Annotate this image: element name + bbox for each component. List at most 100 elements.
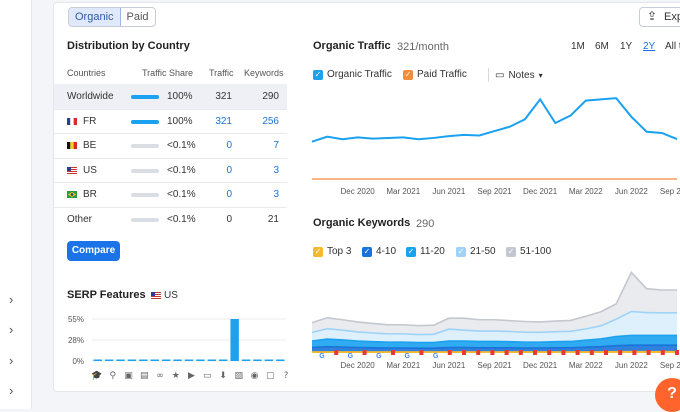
share-bar xyxy=(131,193,159,197)
traffic-value[interactable]: 321 xyxy=(215,116,232,127)
google-update-icon: G xyxy=(433,353,439,360)
x-tick-label: Sep 2021 xyxy=(477,187,512,196)
serp-bar xyxy=(139,360,147,362)
range-1y[interactable]: 1Y xyxy=(620,41,632,52)
chevron-right-icon[interactable]: › xyxy=(9,385,21,397)
flag-marker-icon xyxy=(604,350,608,355)
help-button[interactable]: ? xyxy=(655,378,680,412)
graduation-icon: 🎓 xyxy=(91,370,102,381)
legend-4-10[interactable]: ✓4-10 xyxy=(362,246,396,257)
flag-marker-icon xyxy=(462,350,466,355)
flag-marker-icon xyxy=(448,350,452,355)
series-line-organic xyxy=(312,98,677,142)
serp-features-title: SERP Features xyxy=(67,289,146,301)
range-all-t[interactable]: All t xyxy=(665,41,680,52)
traffic-share: <0.1% xyxy=(167,165,196,176)
traffic-value: 0 xyxy=(226,214,232,225)
traffic-share: <0.1% xyxy=(167,189,196,200)
flag-marker-icon xyxy=(675,350,679,355)
legend-label: 4-10 xyxy=(376,246,396,257)
keywords-value[interactable]: 3 xyxy=(273,189,279,200)
country-name: US xyxy=(83,165,97,176)
traffic-share: 100% xyxy=(167,116,193,127)
range-2y[interactable]: 2Y xyxy=(643,41,655,52)
organic-tab[interactable]: Organic xyxy=(69,8,121,26)
header-traffic-share: Traffic Share xyxy=(142,68,193,78)
serp-bar xyxy=(185,360,193,362)
row-divider xyxy=(54,182,287,183)
serp-bar xyxy=(173,360,181,362)
traffic-value[interactable]: 0 xyxy=(226,189,232,200)
export-label: Expo xyxy=(664,11,680,23)
br-flag-icon xyxy=(67,191,77,198)
keywords-value: 21 xyxy=(268,214,279,225)
overview-card: Organic Paid ⇪ Expo Distribution by Coun… xyxy=(53,2,680,392)
country-name: FR xyxy=(83,116,96,127)
export-icon: ⇪ xyxy=(647,9,657,23)
serp-bar xyxy=(230,319,238,361)
share-bar-fill xyxy=(131,95,159,99)
google-update-icon: G xyxy=(404,353,410,360)
legend-top-3[interactable]: ✓Top 3 xyxy=(313,246,351,257)
export-button[interactable]: ⇪ Expo xyxy=(639,7,680,27)
serp-bar xyxy=(265,360,273,362)
organic-traffic-value: 321/month xyxy=(397,41,449,53)
compare-button[interactable]: Compare xyxy=(67,241,120,261)
organic-keywords-title: Organic Keywords xyxy=(313,217,410,229)
flag-marker-icon xyxy=(519,350,523,355)
chevron-right-icon[interactable]: › xyxy=(9,294,21,306)
legend-51-100[interactable]: ✓ 51-100 xyxy=(506,246,551,257)
x-tick-label: Dec 2021 xyxy=(523,187,558,196)
flag-marker-icon xyxy=(561,350,565,355)
legend-21-50[interactable]: ✓21-50 xyxy=(456,246,496,257)
legend-organic-traffic[interactable]: ✓ Organic Traffic xyxy=(313,69,392,80)
checkbox-icon: ✓ xyxy=(403,70,413,80)
serp-bar xyxy=(128,360,136,362)
row-divider xyxy=(54,133,287,134)
y-tick-label: 0% xyxy=(72,357,84,366)
keywords-value[interactable]: 7 xyxy=(273,140,279,151)
legend-label: 11-20 xyxy=(420,246,445,257)
serp-bar xyxy=(105,360,113,362)
chat-icon: ▢ xyxy=(266,371,275,381)
serp-bar xyxy=(219,360,227,362)
serp-bar xyxy=(276,360,284,362)
paid-tab[interactable]: Paid xyxy=(121,8,155,26)
checkbox-icon: ✓ xyxy=(506,247,516,257)
flag-marker-icon xyxy=(632,350,636,355)
legend-label: 51-100 xyxy=(520,246,551,257)
flag-marker-icon xyxy=(419,350,423,355)
traffic-value[interactable]: 0 xyxy=(226,140,232,151)
fr-flag-icon xyxy=(67,118,77,125)
chevron-right-icon[interactable]: › xyxy=(9,324,21,336)
notes-label: Notes xyxy=(508,70,534,81)
serp-bar xyxy=(94,360,102,362)
download-icon: ⬇ xyxy=(219,371,227,381)
serp-bar xyxy=(208,360,216,362)
us-flag-icon xyxy=(67,167,77,174)
country-name: BR xyxy=(83,189,97,200)
flag-marker-icon xyxy=(647,350,651,355)
header-keywords: Keywords xyxy=(244,68,284,78)
traffic-value[interactable]: 0 xyxy=(226,165,232,176)
keywords-value: 290 xyxy=(262,91,279,102)
share-bar xyxy=(131,95,159,99)
keywords-value[interactable]: 3 xyxy=(273,165,279,176)
range-1m[interactable]: 1M xyxy=(571,41,585,52)
x-tick-label: Jun 2022 xyxy=(615,361,648,370)
organic-keywords-value: 290 xyxy=(416,218,434,230)
link-icon: ∞ xyxy=(156,371,164,381)
y-tick-label: 55% xyxy=(68,315,84,324)
legend-11-20[interactable]: ✓11-20 xyxy=(406,246,445,257)
chevron-right-icon[interactable]: › xyxy=(9,355,21,367)
notes-dropdown[interactable]: ▭ Notes ▾ xyxy=(488,68,543,82)
video-icon: ▭ xyxy=(203,371,212,381)
legend-paid-traffic[interactable]: ✓ Paid Traffic xyxy=(403,69,467,80)
range-6m[interactable]: 6M xyxy=(595,41,609,52)
us-flag-icon xyxy=(151,292,161,299)
question-icon: ? xyxy=(284,371,289,381)
serp-bar xyxy=(242,360,250,362)
keywords-value[interactable]: 256 xyxy=(262,116,279,127)
